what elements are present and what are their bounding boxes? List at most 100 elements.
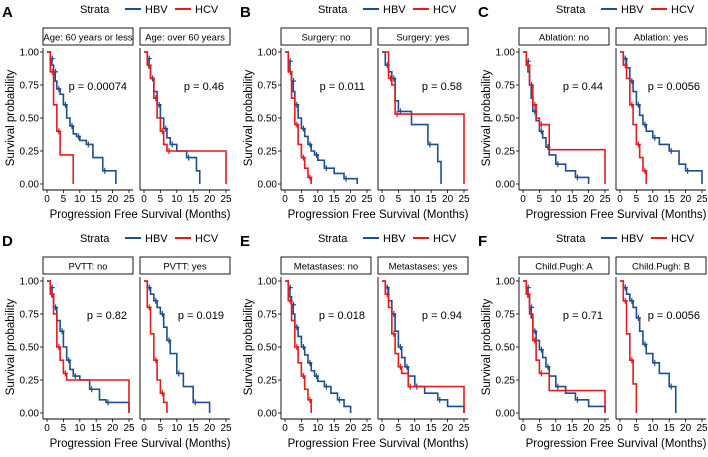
x-tick-label: 10 [550, 423, 562, 434]
facet-title: Age: over 60 years [145, 33, 225, 44]
x-tick-label: 15 [426, 194, 438, 205]
x-tick-label: 0 [520, 194, 526, 205]
x-tick-label: 5 [158, 194, 164, 205]
y-axis-title: Survival probability [5, 69, 17, 166]
x-tick-label: 0 [141, 423, 147, 434]
x-tick-label: 15 [91, 423, 103, 434]
legend-label-hcv: HCV [195, 233, 219, 245]
x-axis-title: Progression Free Survival (Months) [50, 209, 231, 221]
y-tick-label: 0.50 [20, 114, 40, 125]
p-value: p = 0.00074 [69, 81, 127, 93]
legend-strata-label: Strata [556, 233, 586, 245]
facet-right: Child.Pugh: B 0 5 10 15 20 25 p = 0.0056 [615, 256, 708, 434]
x-tick-label: 5 [537, 423, 543, 434]
p-value: p = 0.018 [319, 310, 365, 322]
y-tick-label: 0.00 [496, 409, 516, 420]
facet-strip [42, 27, 134, 46]
x-tick-label: 20 [680, 423, 692, 434]
y-tick-label: 0.50 [496, 114, 516, 125]
km-curve-hbv [620, 51, 703, 184]
legend: Strata HBV HCV [556, 4, 695, 16]
y-tick-label: 0.25 [258, 376, 278, 387]
legend-strata-label: Strata [318, 233, 348, 245]
panel-letter: E [240, 233, 250, 250]
panel-letter: F [478, 233, 487, 250]
panel-a: A Strata HBV HCV Survival probability Progres… [2, 4, 232, 221]
y-tick-label: 0.75 [20, 81, 40, 92]
facet-strip [615, 256, 707, 275]
x-tick-label: 10 [550, 194, 562, 205]
legend-strata-label: Strata [80, 4, 110, 16]
panel-letter: A [2, 4, 13, 21]
x-tick-label: 5 [299, 194, 305, 205]
x-tick-label: 5 [634, 423, 640, 434]
legend-label-hbv: HBV [383, 4, 406, 16]
x-tick-label: 0 [520, 423, 526, 434]
x-tick-label: 15 [664, 194, 676, 205]
x-tick-label: 25 [458, 194, 470, 205]
y-tick-label: 0.75 [258, 81, 278, 92]
facet-strip [42, 256, 134, 275]
x-axis-title: Progression Free Survival (Months) [526, 209, 707, 221]
legend-label-hbv: HBV [621, 233, 644, 245]
km-curve-hbv [285, 51, 358, 184]
x-tick-label: 20 [204, 423, 216, 434]
facet-left: Metastases: no 0 5 10 15 20 25 p = 0.018 [280, 256, 373, 434]
x-tick-label: 20 [442, 194, 454, 205]
legend-label-hbv: HBV [621, 4, 644, 16]
x-tick-label: 25 [458, 423, 470, 434]
panel-f: F Strata HBV HCV Survival probability Progres… [478, 233, 708, 450]
x-tick-label: 15 [567, 194, 579, 205]
x-tick-label: 20 [107, 194, 119, 205]
x-tick-label: 10 [647, 423, 659, 434]
facet-title: PVTT: yes [163, 262, 207, 273]
x-tick-label: 0 [282, 423, 288, 434]
p-value: p = 0.82 [87, 310, 127, 322]
x-tick-label: 0 [44, 423, 50, 434]
km-curve-hcv [144, 51, 227, 184]
x-tick-label: 0 [617, 194, 623, 205]
x-tick-label: 15 [329, 423, 341, 434]
km-curve-hbv [382, 51, 442, 184]
panel-letter: D [2, 233, 13, 250]
x-tick-label: 25 [220, 194, 232, 205]
legend-label-hbv: HBV [145, 4, 168, 16]
y-axis-title: Survival probability [243, 298, 255, 395]
legend: Strata HBV HCV [556, 233, 695, 245]
facet-strip [377, 27, 469, 46]
x-tick-label: 10 [74, 194, 86, 205]
p-value: p = 0.44 [563, 81, 603, 93]
x-tick-label: 15 [188, 423, 200, 434]
x-tick-label: 25 [599, 423, 611, 434]
x-tick-label: 5 [158, 423, 164, 434]
x-tick-label: 25 [696, 423, 708, 434]
facet-left: Ablation: no 0 5 10 15 20 25 p = 0.44 [518, 27, 611, 205]
facet-title: Child.Pugh: A [535, 262, 593, 273]
x-tick-label: 25 [123, 423, 135, 434]
km-curve-hcv [47, 51, 75, 184]
p-value: p = 0.94 [422, 310, 462, 322]
legend-label-hcv: HCV [195, 4, 219, 16]
y-axis-title: Survival probability [481, 69, 493, 166]
km-curve-hbv [382, 280, 465, 413]
legend-label-hcv: HCV [433, 4, 457, 16]
x-tick-label: 10 [171, 194, 183, 205]
facet-strip [518, 256, 610, 275]
x-tick-label: 20 [442, 423, 454, 434]
p-value: p = 0.011 [320, 81, 365, 93]
facet-strip [377, 256, 469, 275]
x-tick-label: 20 [345, 423, 357, 434]
x-tick-label: 10 [312, 194, 324, 205]
x-tick-label: 0 [379, 194, 385, 205]
legend-strata-label: Strata [556, 4, 586, 16]
x-tick-label: 0 [141, 194, 147, 205]
legend-label-hcv: HCV [433, 233, 457, 245]
x-tick-label: 15 [664, 423, 676, 434]
legend-strata-label: Strata [80, 233, 110, 245]
y-axis-title: Survival probability [5, 298, 17, 395]
x-tick-label: 25 [361, 423, 373, 434]
y-tick-label: 0.00 [20, 180, 40, 191]
x-axis-title: Progression Free Survival (Months) [50, 438, 231, 450]
legend-label-hbv: HBV [383, 233, 406, 245]
